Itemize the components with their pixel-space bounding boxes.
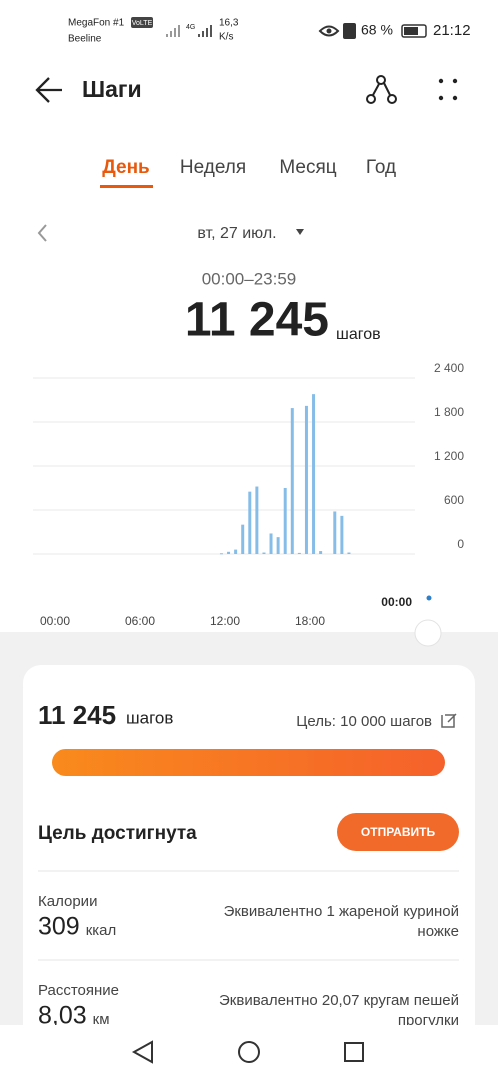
x-tick-label: 06:00	[125, 614, 155, 628]
x-tick-label: 00:00	[40, 614, 70, 628]
bar	[241, 524, 245, 554]
goal-status: Цель достигнута	[38, 823, 197, 844]
tab[interactable]: День	[102, 157, 150, 178]
nav-back[interactable]	[131, 1040, 153, 1064]
stat-value: 309	[38, 913, 80, 941]
carrier: Beeline	[68, 34, 102, 45]
stat-label: Расстояние	[38, 982, 119, 999]
bar	[319, 551, 323, 554]
cursor-label: 00:00	[381, 595, 412, 609]
bar	[340, 515, 344, 554]
prev-day[interactable]	[37, 224, 47, 242]
bar	[248, 491, 252, 554]
stat-equivalent: ножке	[417, 923, 459, 940]
tab-underline	[100, 185, 153, 188]
more-button[interactable]	[438, 78, 458, 101]
tab[interactable]: Неделя	[180, 157, 246, 178]
date[interactable]: вт, 27 июл.	[197, 225, 276, 242]
x-tick-label: 12:00	[210, 614, 240, 628]
speed-unit: K/s	[219, 32, 233, 43]
nav-bar	[0, 1025, 498, 1080]
bar	[312, 394, 316, 554]
stat-value: 8,03	[38, 1002, 87, 1030]
total-unit: шагов	[336, 326, 381, 343]
speed: 16,3	[219, 18, 239, 29]
y-tick-label: 2 400	[434, 361, 464, 375]
steps: 11 245	[38, 700, 116, 730]
bar	[227, 551, 231, 554]
bar	[333, 511, 337, 554]
signal	[198, 25, 212, 37]
y-tick-label: 600	[444, 493, 464, 507]
date-dropdown[interactable]	[296, 229, 304, 235]
stat-label: Калории	[38, 893, 97, 910]
eye-icon	[318, 25, 340, 37]
volte-badge	[131, 17, 153, 28]
share-button[interactable]	[337, 813, 459, 851]
nfc-icon	[343, 23, 356, 39]
goal: Цель: 10 000 шагов	[296, 713, 432, 730]
bar	[269, 533, 273, 554]
y-tick-label: 0	[457, 537, 464, 551]
nav-home[interactable]	[238, 1041, 260, 1063]
share-label: ОТПРАВИТЬ	[361, 825, 436, 839]
steps-unit: шагов	[126, 708, 173, 727]
carrier: MegaFon #1	[68, 18, 125, 29]
bar	[290, 408, 294, 554]
bar	[304, 405, 308, 554]
battery	[404, 27, 418, 35]
volte: VoLTE	[132, 20, 153, 27]
progress-bar	[52, 749, 445, 776]
eye-icon	[326, 28, 332, 34]
title: Шаги	[82, 76, 142, 102]
stat-unit: ккал	[86, 922, 117, 939]
nav-recent[interactable]	[344, 1042, 364, 1062]
bar	[276, 537, 280, 554]
stat-equivalent: прогулки	[398, 1012, 459, 1029]
back-button[interactable]	[35, 77, 62, 103]
signal	[166, 25, 180, 37]
bar	[255, 486, 259, 554]
clock: 21:12	[433, 22, 471, 39]
scrubber[interactable]	[414, 619, 442, 647]
edit-goal[interactable]	[441, 713, 457, 728]
total-steps: 11 245	[185, 294, 329, 347]
bar	[347, 552, 351, 554]
x-tick-label: 18:00	[295, 614, 325, 628]
stat-equivalent: Эквивалентно 20,07 кругам пешей	[219, 992, 459, 1009]
network: 4G	[186, 24, 195, 31]
tab[interactable]: Год	[366, 157, 396, 178]
y-tick-label: 1 800	[434, 405, 464, 419]
stat-equivalent: Эквивалентно 1 жареной куриной	[224, 903, 459, 920]
tab[interactable]: Месяц	[279, 157, 336, 178]
bar	[297, 552, 301, 554]
bar	[262, 552, 266, 554]
route-icon[interactable]	[366, 75, 397, 104]
time-range: 00:00–23:59	[202, 269, 297, 288]
bar	[234, 549, 238, 554]
battery-level: 68 %	[361, 22, 393, 38]
stat-unit: км	[93, 1011, 110, 1028]
y-tick-label: 1 200	[434, 449, 464, 463]
cursor-dot	[426, 595, 432, 601]
bar	[283, 488, 287, 554]
battery	[401, 24, 427, 38]
bar	[219, 553, 223, 555]
